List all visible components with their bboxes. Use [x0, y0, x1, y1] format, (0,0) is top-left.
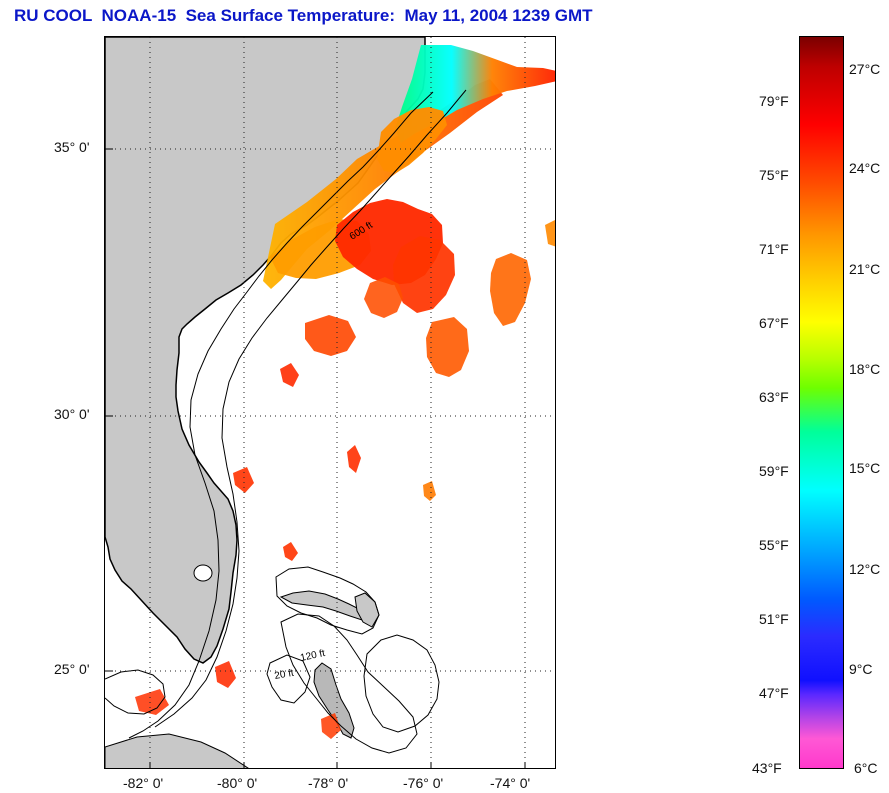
cuba-coast — [105, 733, 249, 768]
south-red-streak-g — [135, 689, 169, 715]
outer-banks-warm-band — [263, 79, 503, 289]
sound-warm-patch — [377, 107, 447, 173]
contour-label-20ft: 20 ft — [274, 668, 295, 682]
south-red-streak-a — [280, 363, 299, 387]
south-red-streak-b — [233, 467, 254, 493]
c-label-27: 27°C — [849, 61, 881, 77]
offshore-orange-patch-e — [545, 220, 555, 247]
axis-ticks — [105, 148, 526, 768]
c-label-9: 9°C — [849, 661, 873, 677]
c-label-24: 24°C — [849, 160, 881, 176]
mid-red-patch — [393, 236, 455, 313]
south-red-streak-c — [347, 445, 361, 473]
f-label-71: 71°F — [759, 241, 789, 257]
us-mainland-land — [105, 37, 426, 664]
south-red-streak-d — [423, 481, 436, 501]
f-label-43: 43°F — [752, 760, 782, 776]
lon-label-80: -80° 0' — [217, 775, 258, 791]
andros-island — [313, 662, 355, 739]
f-label-47: 47°F — [759, 685, 789, 701]
c-label-15: 15°C — [849, 460, 881, 476]
contour-label-120ft: 120 ft — [299, 648, 326, 664]
shelf-contour-inner — [128, 91, 434, 739]
lat-label-30: 30° 0' — [54, 406, 90, 422]
f-label-51: 51°F — [759, 611, 789, 627]
f-label-75: 75°F — [759, 167, 789, 183]
c-label-6: 6°C — [854, 760, 878, 776]
lake-okeechobee — [193, 564, 213, 582]
abaco-island — [354, 592, 380, 628]
f-label-79: 79°F — [759, 93, 789, 109]
southern-shelf-contour — [105, 669, 166, 715]
bathymetry-contours — [105, 89, 467, 754]
bahamas-bank-contour-c — [266, 654, 311, 704]
graticule — [105, 37, 555, 768]
south-red-streak-f — [215, 661, 236, 688]
lon-label-78: -78° 0' — [308, 775, 349, 791]
offshore-orange-patch-a — [490, 253, 531, 326]
c-label-21: 21°C — [849, 261, 881, 277]
lon-label-76: -76° 0' — [403, 775, 444, 791]
bahamas-bank-contour-a — [275, 566, 380, 635]
lon-label-82: -82° 0' — [123, 775, 164, 791]
f-label-67: 67°F — [759, 315, 789, 331]
page-title: RU COOL NOAA-15 Sea Surface Temperature:… — [14, 6, 593, 25]
temperature-colorbar — [799, 36, 844, 769]
southeast-contour — [363, 634, 440, 733]
f-label-55: 55°F — [759, 537, 789, 553]
bahamas-bank-contour-b — [280, 613, 418, 754]
lon-label-74: -74° 0' — [490, 775, 531, 791]
sea-surface-temperature-map: 600 ft 120 ft 20 ft — [105, 37, 555, 768]
offshore-orange-patch-d — [364, 277, 403, 318]
c-label-18: 18°C — [849, 361, 881, 377]
shelf-contour-outer — [154, 89, 467, 728]
map-panel: 600 ft 120 ft 20 ft — [104, 36, 556, 769]
south-red-streak-h — [321, 713, 341, 739]
f-label-63: 63°F — [759, 389, 789, 405]
lat-label-35: 35° 0' — [54, 139, 90, 155]
sst-patches — [135, 45, 555, 739]
c-label-12: 12°C — [849, 561, 881, 577]
offshore-orange-patch-c — [305, 315, 356, 356]
south-red-streak-e — [283, 542, 298, 561]
f-label-59: 59°F — [759, 463, 789, 479]
offshore-orange-patch-b — [426, 317, 469, 377]
lat-label-25: 25° 0' — [54, 661, 90, 677]
